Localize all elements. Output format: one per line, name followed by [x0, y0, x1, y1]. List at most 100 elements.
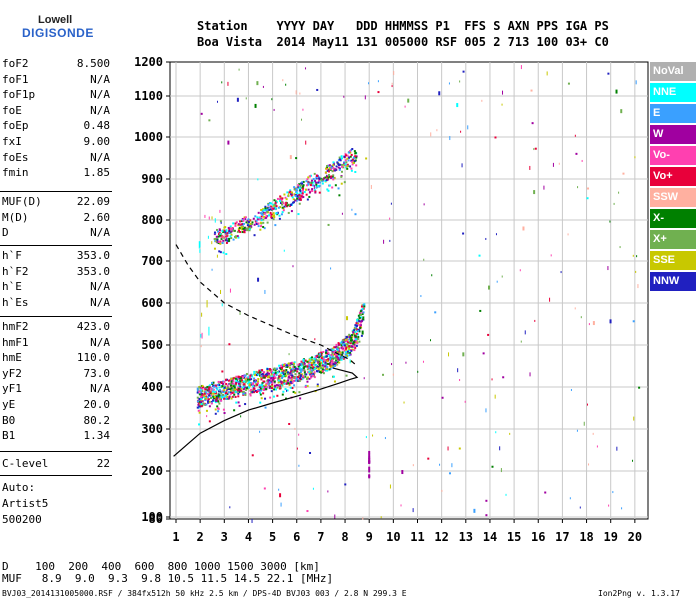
y-tick-label: 1100	[134, 89, 163, 103]
echo-dot	[311, 356, 314, 359]
echo-dot	[287, 203, 290, 206]
noise-dot	[464, 400, 466, 403]
echo-dot	[291, 374, 294, 377]
noise-dot	[588, 323, 590, 326]
echo-dot	[258, 218, 261, 221]
echo-dot	[310, 369, 313, 372]
noise-dot	[238, 68, 240, 71]
echo-dot	[266, 376, 269, 379]
echo-dot	[262, 208, 265, 211]
echo-dot	[317, 356, 320, 359]
echo-dot	[234, 383, 237, 386]
echo-dot	[316, 370, 319, 373]
noise-dot	[341, 212, 343, 215]
echo-dot	[346, 345, 349, 348]
echo-dot	[327, 164, 330, 167]
echo-dot	[290, 193, 293, 196]
legend-item-vo: Vo-	[650, 146, 696, 165]
echo-dot	[260, 215, 263, 218]
noise-dot	[301, 118, 303, 121]
echo-dot	[218, 231, 221, 234]
echo-dot	[300, 196, 303, 199]
echo-dot	[274, 224, 277, 227]
echo-dot	[297, 378, 300, 381]
noise-dot	[586, 197, 589, 200]
echo-dot	[301, 181, 304, 184]
echo-dot	[330, 166, 333, 169]
echo-dot	[337, 346, 340, 349]
noise-dot	[491, 465, 494, 468]
echo-dot	[243, 216, 246, 219]
echo-dot	[296, 368, 299, 371]
echo-dot	[198, 397, 201, 400]
param-b1: B1 1.34	[2, 429, 110, 444]
echo-dot	[282, 202, 285, 205]
noise-dot	[441, 396, 444, 399]
noise-dot	[636, 255, 638, 258]
echo-dot	[319, 181, 322, 184]
echo-dot	[255, 222, 258, 225]
echo-dot	[309, 360, 312, 363]
echo-dot	[272, 371, 275, 374]
echo-dot	[304, 385, 307, 388]
noise-dot	[256, 81, 259, 86]
echo-dot	[338, 348, 341, 351]
echo-dot	[268, 372, 271, 375]
noise-dot	[621, 507, 623, 510]
noise-dot	[417, 370, 419, 373]
echo-dot	[259, 401, 262, 404]
echo-dot	[219, 234, 222, 237]
echo-dot	[313, 361, 316, 364]
noise-dot	[543, 185, 545, 190]
echo-dot	[220, 399, 223, 402]
echo-dot	[245, 389, 248, 392]
echo-dot	[274, 201, 277, 204]
echo-dot	[240, 389, 243, 392]
param-key: h`E	[2, 280, 22, 294]
echo-dot	[281, 203, 284, 206]
echo-dot	[351, 334, 354, 337]
echo-dot	[295, 199, 298, 202]
echo-dot	[331, 170, 334, 173]
noise-dot	[574, 134, 576, 137]
noise-dot	[634, 156, 636, 159]
noise-dot	[263, 487, 266, 490]
param-hmf2: hmF2 423.0	[2, 320, 110, 335]
echo-dot	[333, 380, 336, 383]
echo-dot	[218, 389, 221, 392]
echo-dot	[286, 380, 289, 383]
noise-dot	[462, 232, 465, 235]
echo-dot	[273, 216, 276, 219]
noise-dot	[298, 464, 300, 467]
echo-dot	[223, 229, 226, 232]
echo-dot	[221, 303, 223, 307]
echo-dot	[322, 372, 325, 375]
echo-dot	[357, 322, 360, 325]
x-tick-label: 5	[269, 530, 276, 544]
echo-dot	[216, 397, 219, 400]
echo-dot	[253, 380, 256, 383]
echo-dot	[308, 191, 311, 194]
echo-dot	[278, 375, 281, 378]
echo-dot	[198, 386, 201, 389]
echo-dot	[260, 373, 263, 376]
echo-dot	[280, 213, 283, 216]
echo-dot	[320, 370, 323, 373]
noise-dot	[313, 185, 315, 190]
echo-dot	[243, 217, 246, 220]
echo-dot	[243, 229, 246, 232]
noise-dot	[288, 422, 291, 425]
echo-dot	[305, 365, 308, 368]
echo-dot	[239, 389, 242, 392]
echo-dot	[273, 377, 276, 380]
echo-dot	[357, 314, 360, 317]
echo-dot	[256, 216, 259, 219]
echo-dot	[294, 391, 297, 394]
echo-dot	[208, 400, 211, 403]
echo-dot	[306, 184, 309, 187]
echo-dot	[299, 183, 302, 186]
echo-dot	[214, 218, 216, 223]
legend-item-ssw: SSW	[650, 188, 696, 207]
echo-dot	[360, 316, 363, 319]
echo-dot	[343, 339, 346, 342]
